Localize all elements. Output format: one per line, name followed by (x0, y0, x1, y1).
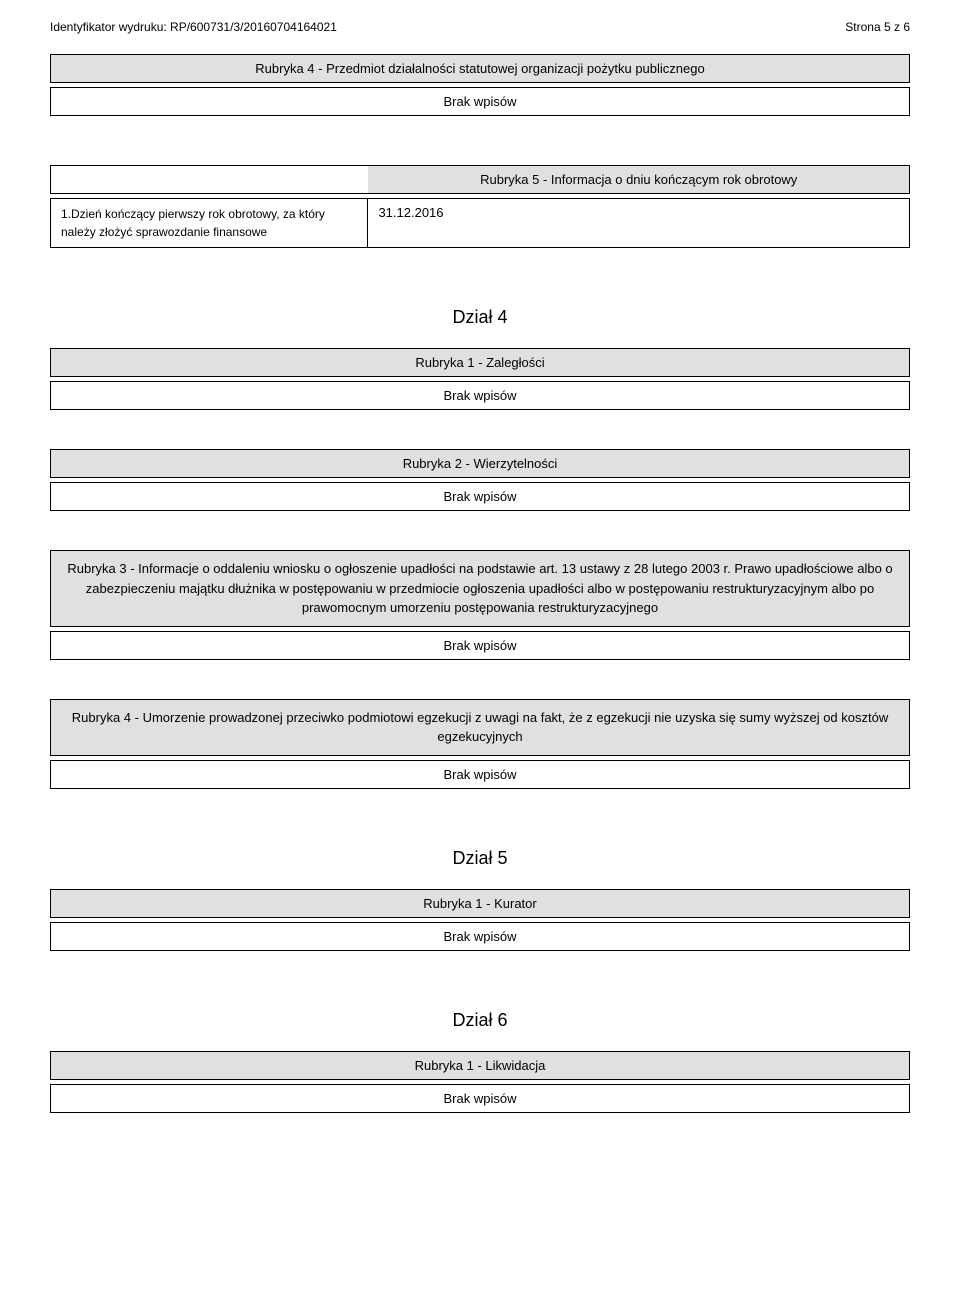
section-dzial6-rubryka1: Rubryka 1 - Likwidacja (50, 1051, 910, 1080)
print-identifier: Identyfikator wydruku: RP/600731/3/20160… (50, 20, 337, 34)
section-content-text: Brak wpisów (51, 483, 909, 510)
section-dzial4-rubryka1-content: Brak wpisów (50, 381, 910, 410)
section-dzial4-rubryka1: Rubryka 1 - Zaległości (50, 348, 910, 377)
dzial6-title: Dział 6 (50, 1010, 910, 1031)
section-dzial5-rubryka1: Rubryka 1 - Kurator (50, 889, 910, 918)
section-content-text: Brak wpisów (51, 88, 909, 115)
section-rubryka4-dzial3-content: Brak wpisów (50, 87, 910, 116)
section-dzial4-rubryka2-content: Brak wpisów (50, 482, 910, 511)
section-rubryka5-header: Rubryka 5 - Informacja o dniu kończącym … (50, 165, 910, 194)
section-title: Rubryka 1 - Likwidacja (51, 1052, 909, 1079)
section-rubryka4-dzial3: Rubryka 4 - Przedmiot działalności statu… (50, 54, 910, 83)
section-title: Rubryka 3 - Informacje o oddaleniu wnios… (51, 551, 909, 626)
section-dzial5-rubryka1-content: Brak wpisów (50, 922, 910, 951)
row-value: 31.12.2016 (368, 199, 909, 247)
section-dzial6-rubryka1-content: Brak wpisów (50, 1084, 910, 1113)
section-title: Rubryka 2 - Wierzytelności (51, 450, 909, 477)
section-content-text: Brak wpisów (51, 1085, 909, 1112)
row-label: 1.Dzień kończący pierwszy rok obrotowy, … (51, 199, 368, 247)
section-content-text: Brak wpisów (51, 923, 909, 950)
section-rubryka5-row: 1.Dzień kończący pierwszy rok obrotowy, … (50, 198, 910, 248)
section-title: Rubryka 1 - Kurator (51, 890, 909, 917)
section-dzial4-rubryka2: Rubryka 2 - Wierzytelności (50, 449, 910, 478)
section-content-text: Brak wpisów (51, 761, 909, 788)
section-dzial4-rubryka3: Rubryka 3 - Informacje o oddaleniu wnios… (50, 550, 910, 627)
section-dzial4-rubryka4: Rubryka 4 - Umorzenie prowadzonej przeci… (50, 699, 910, 756)
page-header: Identyfikator wydruku: RP/600731/3/20160… (50, 20, 910, 34)
section-title: Rubryka 1 - Zaległości (51, 349, 909, 376)
page-number: Strona 5 z 6 (845, 20, 910, 34)
section-dzial4-rubryka4-content: Brak wpisów (50, 760, 910, 789)
section-content-text: Brak wpisów (51, 382, 909, 409)
section-title: Rubryka 5 - Informacja o dniu kończącym … (368, 166, 909, 193)
section-title: Rubryka 4 - Umorzenie prowadzonej przeci… (51, 700, 909, 755)
section-title: Rubryka 4 - Przedmiot działalności statu… (51, 55, 909, 82)
section-dzial4-rubryka3-content: Brak wpisów (50, 631, 910, 660)
dzial5-title: Dział 5 (50, 848, 910, 869)
dzial4-title: Dział 4 (50, 307, 910, 328)
section-content-text: Brak wpisów (51, 632, 909, 659)
